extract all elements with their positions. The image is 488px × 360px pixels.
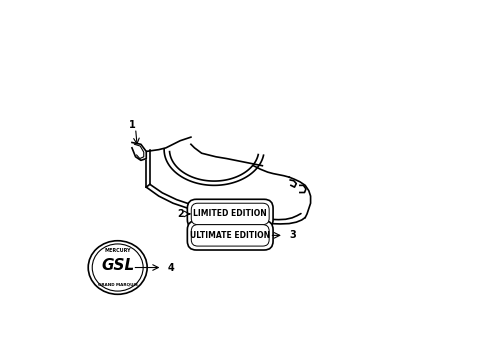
FancyBboxPatch shape <box>191 225 268 246</box>
Ellipse shape <box>92 244 143 291</box>
FancyBboxPatch shape <box>187 221 272 250</box>
FancyBboxPatch shape <box>191 203 268 225</box>
FancyBboxPatch shape <box>187 199 272 229</box>
Text: MERCURY: MERCURY <box>104 248 131 253</box>
Text: 2: 2 <box>177 209 183 219</box>
Polygon shape <box>132 143 146 160</box>
Text: ULTIMATE EDITION: ULTIMATE EDITION <box>190 231 270 240</box>
Text: 3: 3 <box>289 230 296 240</box>
Text: 4: 4 <box>167 262 174 273</box>
Text: LIMITED EDITION: LIMITED EDITION <box>193 210 266 219</box>
Text: GSL: GSL <box>101 258 134 273</box>
Ellipse shape <box>88 241 147 294</box>
Text: GRAND MARQUIS: GRAND MARQUIS <box>98 283 137 287</box>
Text: 1: 1 <box>128 120 135 130</box>
